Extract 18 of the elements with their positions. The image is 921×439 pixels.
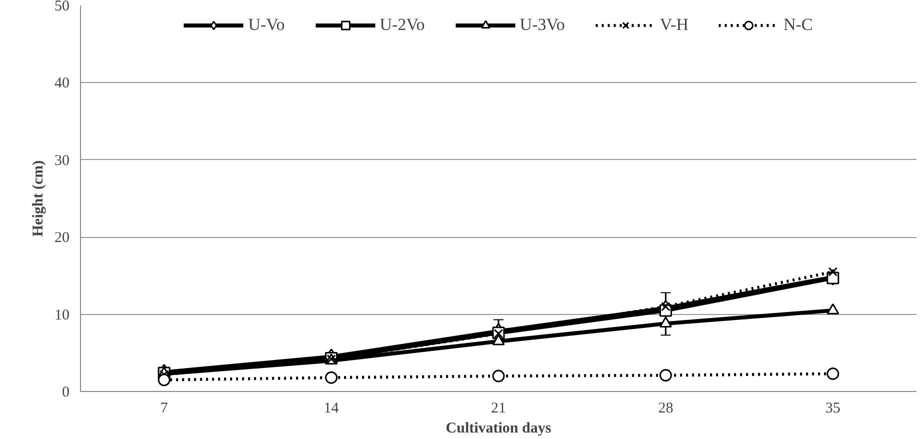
x-tick-label: 35 bbox=[825, 400, 840, 416]
y-axis-title: Height (cm) bbox=[30, 160, 46, 237]
y-tick-label: 40 bbox=[54, 76, 70, 92]
x-tick-label: 7 bbox=[160, 400, 168, 416]
x-tick-label: 21 bbox=[491, 400, 506, 416]
legend-label: U-Vo bbox=[248, 15, 285, 35]
legend-label: V-H bbox=[660, 15, 688, 35]
y-tick-label: 50 bbox=[54, 0, 70, 14]
y-tick-label: 10 bbox=[54, 307, 70, 324]
legend-label: U-2Vo bbox=[380, 15, 425, 35]
y-tick-label: 0 bbox=[62, 384, 70, 400]
legend-label: U-3Vo bbox=[520, 15, 565, 35]
legend-label: N-C bbox=[783, 15, 813, 35]
y-tick-label: 20 bbox=[54, 230, 70, 246]
x-axis-title: Cultivation days bbox=[446, 420, 552, 436]
y-tick-label: 30 bbox=[54, 152, 70, 169]
x-tick-label: 28 bbox=[658, 400, 674, 416]
x-tick-label: 14 bbox=[324, 400, 340, 416]
